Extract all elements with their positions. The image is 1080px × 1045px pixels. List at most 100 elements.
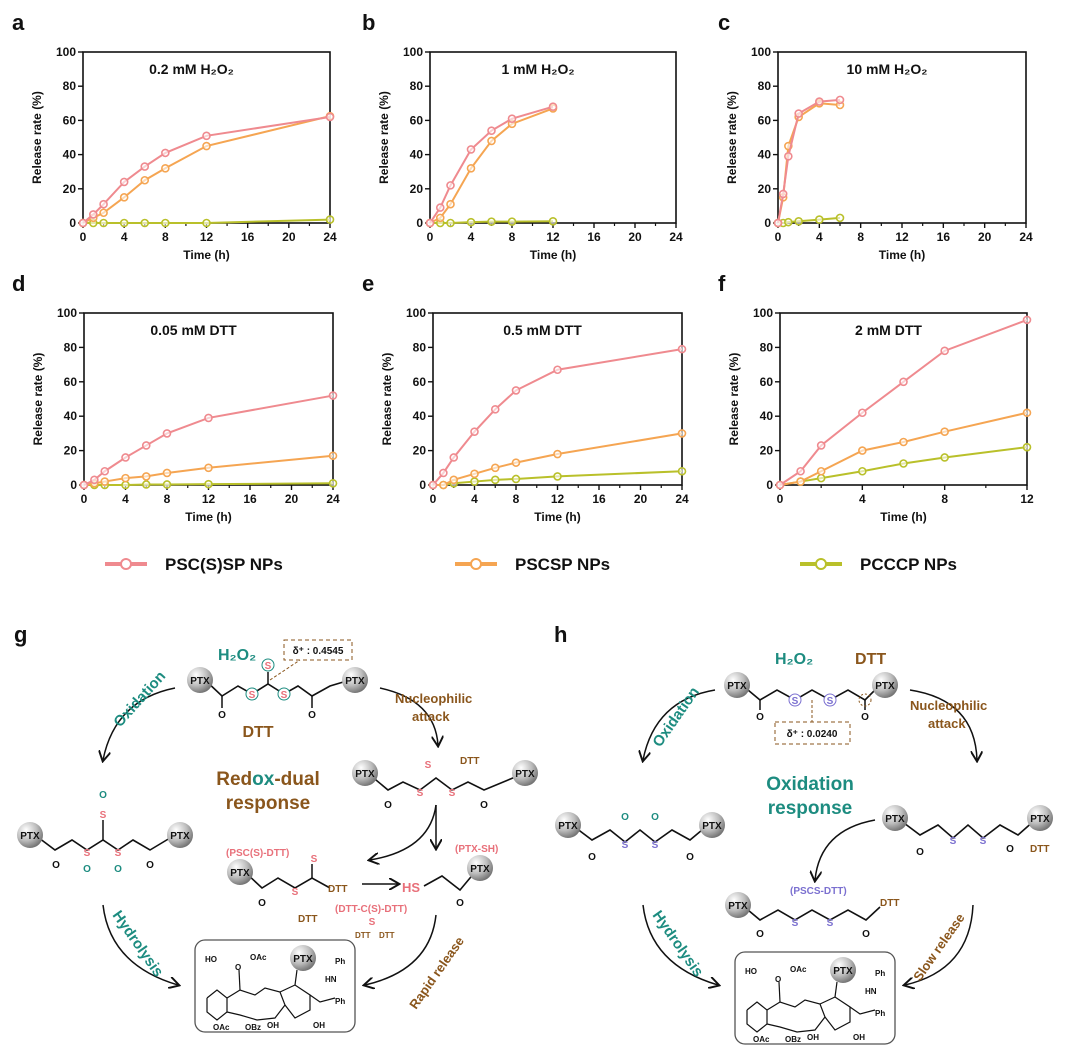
data-point bbox=[470, 477, 479, 486]
data-point bbox=[511, 474, 521, 484]
y-axis-label: Release rate (%) bbox=[727, 353, 741, 446]
sulfur: S bbox=[369, 917, 376, 928]
data-point bbox=[162, 480, 172, 489]
paclitaxel-label-oac_bottom: OAc bbox=[213, 1023, 230, 1032]
data-point bbox=[835, 95, 845, 105]
ptx-label: PTX bbox=[470, 864, 490, 875]
x-axis-label: Time (h) bbox=[880, 510, 926, 524]
data-point bbox=[119, 218, 129, 228]
y-tick-label: 20 bbox=[758, 182, 772, 196]
psc-s-dtt-dtt: DTT bbox=[328, 884, 347, 895]
sulfur: S bbox=[115, 848, 122, 859]
data-point bbox=[507, 217, 517, 226]
x-tick-label: 8 bbox=[164, 492, 171, 506]
panel-letter: f bbox=[718, 271, 726, 296]
x-tick-label: 24 bbox=[323, 230, 337, 244]
ptx-sphere: PTX bbox=[882, 805, 908, 831]
panel-letter: b bbox=[362, 10, 375, 35]
x-tick-label: 20 bbox=[978, 230, 992, 244]
sulfur: S bbox=[100, 810, 107, 821]
paclitaxel-label-ph: Ph bbox=[875, 1009, 885, 1018]
paclitaxel-label-obz: OBz bbox=[245, 1023, 261, 1032]
x-tick-label: 4 bbox=[122, 492, 129, 506]
y-tick-label: 60 bbox=[410, 113, 424, 127]
arrow-hydrolysis bbox=[642, 904, 718, 985]
y-tick-label: 20 bbox=[63, 182, 77, 196]
data-point bbox=[121, 453, 130, 462]
arrow-nucleophilic bbox=[909, 689, 977, 760]
nucleophilic-label: Nucleophilic bbox=[395, 691, 472, 706]
data-point bbox=[507, 114, 517, 123]
h2o2-label: H₂O₂ bbox=[218, 647, 256, 664]
legend-label: PSCSP NPs bbox=[515, 555, 610, 574]
delta-leader bbox=[269, 659, 301, 681]
sulfur: S bbox=[622, 840, 629, 851]
y-tick-label: 20 bbox=[64, 444, 78, 458]
x-tick-label: 16 bbox=[243, 492, 257, 506]
y-tick-label: 100 bbox=[753, 306, 773, 320]
data-point bbox=[90, 475, 99, 485]
data-point bbox=[325, 112, 335, 122]
h2o2-label: H₂O₂ bbox=[775, 651, 813, 668]
paclitaxel-label-oh: OH bbox=[267, 1021, 279, 1030]
data-point bbox=[328, 451, 338, 461]
nucleophilic-label: Nucleophilic bbox=[910, 698, 987, 713]
sulfur: S bbox=[449, 788, 456, 799]
x-tick-label: 12 bbox=[895, 230, 909, 244]
ptx-sphere: PTX bbox=[1027, 805, 1053, 831]
bond bbox=[279, 984, 311, 1019]
ptx-sphere-icon bbox=[724, 672, 750, 698]
ptx-label: PTX bbox=[20, 831, 40, 842]
x-tick-label: 24 bbox=[1019, 230, 1033, 244]
arrow-nucleophilic bbox=[379, 687, 438, 745]
oxygen: O bbox=[83, 864, 91, 875]
data-point bbox=[204, 413, 213, 423]
series-pcccp-nps bbox=[425, 216, 558, 228]
x-tick-label: 0 bbox=[81, 492, 88, 506]
ptx-sphere: PTX bbox=[724, 672, 750, 698]
ptx-sphere-icon bbox=[555, 812, 581, 838]
series-line bbox=[779, 411, 1028, 486]
paclitaxel-label-oh2: OH bbox=[313, 1021, 325, 1030]
ptx-label: PTX bbox=[515, 769, 535, 780]
sulfur: S bbox=[950, 836, 957, 847]
y-axis-label: Release rate (%) bbox=[31, 353, 45, 446]
x-tick-label: 16 bbox=[587, 230, 601, 244]
ptx-label: PTX bbox=[833, 966, 853, 977]
sulfur: S bbox=[84, 848, 91, 859]
y-tick-label: 80 bbox=[413, 340, 427, 354]
oxygen: O bbox=[146, 860, 154, 871]
series-psc-s-sp-nps bbox=[775, 315, 1032, 490]
data-point bbox=[940, 427, 949, 436]
data-point bbox=[816, 441, 826, 450]
plot-frame bbox=[777, 51, 1027, 224]
data-point bbox=[816, 466, 826, 476]
x-tick-label: 12 bbox=[546, 230, 560, 244]
data-point bbox=[202, 218, 211, 228]
data-point bbox=[548, 102, 558, 112]
data-point bbox=[940, 453, 949, 462]
x-tick-label: 4 bbox=[816, 230, 823, 244]
ptx-label: PTX bbox=[558, 821, 578, 832]
data-point bbox=[816, 473, 826, 483]
data-point bbox=[449, 453, 459, 462]
ptx-label: PTX bbox=[727, 681, 747, 692]
y-tick-label: 40 bbox=[63, 148, 77, 162]
legend-marker bbox=[815, 558, 827, 570]
oxygen: O bbox=[218, 710, 226, 721]
scheme-h: h H₂O₂ DTT O O S S δ⁺ : 0.0240 PTX PTX Ox… bbox=[554, 622, 1053, 1045]
x-tick-label: 8 bbox=[941, 492, 948, 506]
ptx-sphere-icon bbox=[467, 855, 493, 881]
series-pscsp-nps bbox=[775, 408, 1032, 490]
dtt-right: DTT bbox=[379, 931, 395, 940]
sulfur: S bbox=[265, 661, 272, 672]
y-tick-label: 80 bbox=[64, 340, 78, 354]
data-point bbox=[784, 217, 793, 227]
x-tick-label: 24 bbox=[326, 492, 340, 506]
data-point bbox=[204, 479, 213, 489]
ptx-sphere: PTX bbox=[512, 760, 538, 786]
ptx-sphere-icon bbox=[872, 672, 898, 698]
ptx-sphere-icon bbox=[290, 945, 316, 971]
delta-box bbox=[283, 639, 353, 661]
data-point bbox=[677, 344, 687, 354]
